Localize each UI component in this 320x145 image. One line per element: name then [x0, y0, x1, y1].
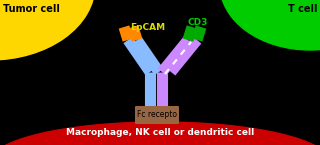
Text: Fc recepto: Fc recepto — [137, 110, 177, 119]
Text: Macrophage, NK cell or dendritic cell: Macrophage, NK cell or dendritic cell — [66, 128, 254, 137]
Text: T cell: T cell — [287, 4, 317, 14]
Ellipse shape — [0, 122, 320, 145]
Ellipse shape — [0, 0, 95, 60]
Ellipse shape — [220, 0, 320, 50]
Text: Tumor cell: Tumor cell — [3, 4, 60, 14]
Text: CD3: CD3 — [188, 18, 208, 27]
Text: EpCAM: EpCAM — [131, 23, 165, 32]
FancyBboxPatch shape — [135, 106, 179, 124]
